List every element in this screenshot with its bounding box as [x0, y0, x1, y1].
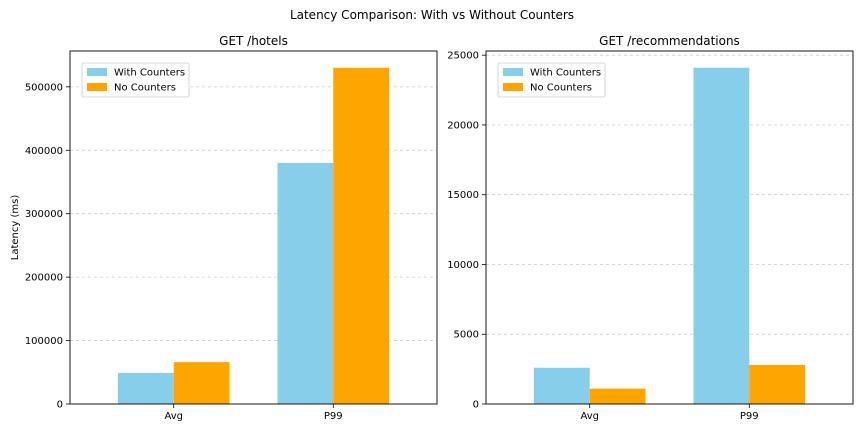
bar-no-counters-avg	[173, 362, 230, 404]
legend-label: With Counters	[530, 68, 601, 79]
legend-label: With Counters	[114, 68, 185, 79]
bar-no-counters-avg	[589, 388, 646, 404]
bar-with-counters-avg	[533, 367, 590, 404]
x-tick-label: Avg	[580, 411, 599, 422]
y-axis-label: Latency (ms)	[10, 195, 21, 261]
y-tick-label: 5000	[454, 330, 479, 341]
legend-swatch	[87, 83, 107, 91]
y-tick-label: 300000	[25, 209, 63, 220]
y-tick-label: 500000	[25, 82, 63, 93]
x-tick-label: P99	[740, 411, 759, 422]
y-tick-label: 0	[57, 400, 63, 411]
chart-title: GET /recommendations	[599, 34, 740, 48]
y-tick-label: 25000	[447, 51, 479, 62]
bar-with-counters-p99	[693, 67, 750, 405]
figure-title: Latency Comparison: With vs Without Coun…	[290, 8, 574, 22]
bar-no-counters-p99	[749, 364, 806, 404]
chart-title: GET /hotels	[219, 34, 288, 48]
x-tick-label: P99	[324, 411, 343, 422]
bar-with-counters-p99	[277, 162, 334, 404]
axes-frame	[485, 50, 854, 405]
y-tick-label: 400000	[25, 146, 63, 157]
chart-panel-hotels: GET /hotels Avg P99 0 100000 200000 300000 4000…	[10, 34, 438, 422]
bar-no-counters-p99	[333, 67, 390, 405]
x-tick-label: Avg	[164, 411, 183, 422]
bar-with-counters-avg	[117, 372, 174, 404]
y-tick-label: 15000	[447, 190, 479, 201]
axes-frame	[69, 50, 438, 405]
chart-panel-recommendations: GET /recommendations Avg P99 0 5000 10000 1500…	[447, 34, 854, 422]
legend-swatch	[503, 83, 523, 91]
legend-box	[81, 62, 190, 98]
y-tick-label: 20000	[447, 120, 479, 131]
legend-swatch	[503, 68, 523, 76]
legend-box	[497, 62, 606, 98]
legend-label: No Counters	[114, 83, 176, 94]
legend-swatch	[87, 68, 107, 76]
y-tick-label: 200000	[25, 273, 63, 284]
y-tick-label: 10000	[447, 260, 479, 271]
y-tick-label: 0	[473, 400, 479, 411]
legend-label: No Counters	[530, 83, 592, 94]
y-tick-label: 100000	[25, 336, 63, 347]
